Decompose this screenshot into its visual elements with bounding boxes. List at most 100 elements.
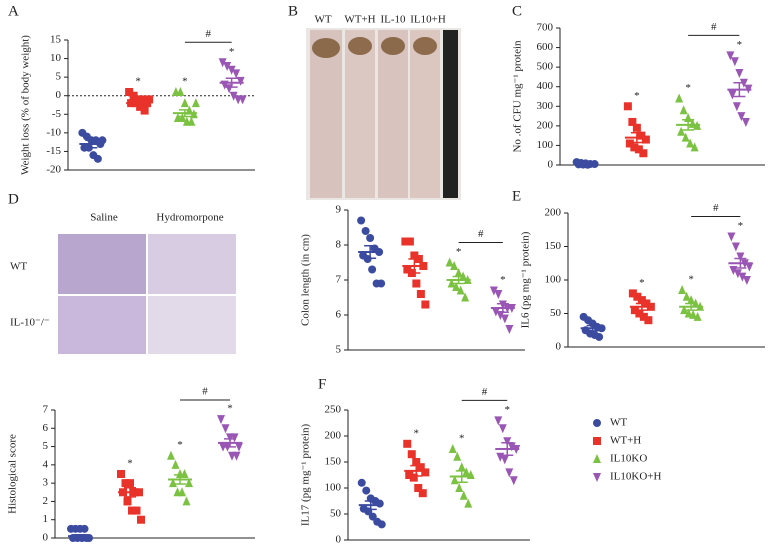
data-point — [169, 478, 177, 488]
data-point — [675, 93, 684, 103]
y-tick-label: 7 — [43, 404, 49, 416]
y-axis-label: Weight loss (% of body weight) — [20, 35, 32, 175]
error-bar — [132, 100, 145, 107]
data-point — [361, 227, 370, 235]
column-label: Saline — [90, 212, 118, 224]
data-point — [98, 136, 107, 145]
significance-star: * — [229, 46, 235, 58]
data-point — [452, 282, 461, 291]
legend-marker — [593, 437, 601, 445]
y-tick-label: 15 — [50, 34, 62, 46]
data-point — [93, 154, 102, 163]
y-tick-label: -20 — [46, 164, 61, 176]
bracket-label: # — [713, 202, 719, 214]
data-point — [129, 91, 138, 100]
data-point — [741, 117, 750, 127]
data-point — [690, 142, 699, 152]
legend-marker — [593, 454, 601, 463]
data-point — [403, 439, 412, 448]
data-point — [491, 307, 500, 317]
y-tick-label: 0 — [336, 534, 342, 546]
bracket-label: # — [711, 21, 717, 33]
y-tick-label: 600 — [537, 41, 554, 53]
data-point — [227, 65, 236, 75]
data-point — [185, 478, 193, 488]
data-point — [218, 58, 227, 68]
data-point — [679, 105, 688, 115]
data-point — [681, 132, 690, 142]
data-point — [731, 242, 740, 252]
data-point — [461, 292, 470, 302]
data-point — [232, 451, 241, 461]
data-point — [459, 490, 468, 500]
photo-strip — [345, 30, 375, 198]
y-tick-label: 200 — [545, 207, 562, 219]
data-point — [412, 279, 421, 288]
error-bar — [682, 119, 695, 131]
y-axis-label: IL17 (pg mg⁻¹ protein) — [300, 424, 312, 527]
row-label: WT — [10, 261, 27, 273]
y-tick-label: 5 — [56, 71, 62, 83]
data-point — [191, 98, 200, 108]
data-point — [634, 145, 643, 154]
panel-letter: E — [512, 188, 521, 204]
significance-star: * — [459, 433, 465, 445]
data-point — [178, 113, 187, 122]
data-point — [736, 252, 745, 262]
data-point — [644, 316, 653, 325]
data-point — [496, 311, 505, 320]
data-point — [167, 450, 175, 460]
data-point — [728, 90, 737, 100]
panel-letter: D — [8, 191, 19, 207]
panel-letter: B — [288, 3, 298, 19]
error-bar — [410, 464, 423, 477]
bracket-label: # — [206, 28, 212, 40]
error-bar — [635, 302, 648, 311]
data-point — [635, 309, 644, 318]
significance-star: * — [685, 82, 691, 94]
legend-label: IL10KO — [610, 453, 647, 465]
data-point — [357, 478, 366, 487]
data-point — [357, 216, 366, 225]
y-tick-label: 3 — [43, 477, 49, 489]
data-point — [450, 261, 459, 270]
data-point — [489, 286, 498, 296]
data-point — [217, 415, 225, 425]
y-tick-label: 10 — [50, 52, 62, 64]
data-point — [409, 473, 418, 482]
significance-star: * — [505, 404, 511, 416]
row-label: IL-10⁻/⁻ — [10, 317, 50, 329]
data-point — [455, 483, 464, 492]
photo-label: IL-10 — [380, 14, 406, 26]
y-tick-label: 0 — [56, 89, 62, 101]
data-point — [453, 451, 462, 461]
error-bar — [501, 442, 514, 456]
significance-star: * — [135, 76, 141, 88]
photo-label: WT+H — [344, 14, 375, 26]
data-point — [494, 290, 503, 299]
data-point — [123, 497, 132, 506]
significance-star: * — [634, 90, 640, 102]
colon — [413, 37, 437, 55]
data-point — [178, 487, 186, 497]
data-point — [401, 237, 410, 246]
y-tick-label: 300 — [537, 100, 554, 112]
data-point — [632, 123, 641, 132]
data-point — [628, 289, 637, 298]
data-point — [637, 296, 646, 305]
data-point — [677, 126, 686, 136]
data-point — [238, 95, 247, 105]
histology-image — [148, 234, 236, 294]
data-point — [595, 332, 604, 341]
data-point — [457, 462, 466, 472]
y-tick-label: 150 — [325, 456, 342, 468]
photo-strip — [378, 30, 408, 198]
column-label: Hydromorpone — [156, 212, 223, 224]
significance-star: * — [737, 39, 743, 51]
error-bar — [496, 303, 509, 313]
data-point — [235, 442, 243, 452]
data-point — [732, 102, 741, 112]
data-point — [232, 69, 241, 79]
y-tick-label: 0 — [556, 341, 562, 353]
